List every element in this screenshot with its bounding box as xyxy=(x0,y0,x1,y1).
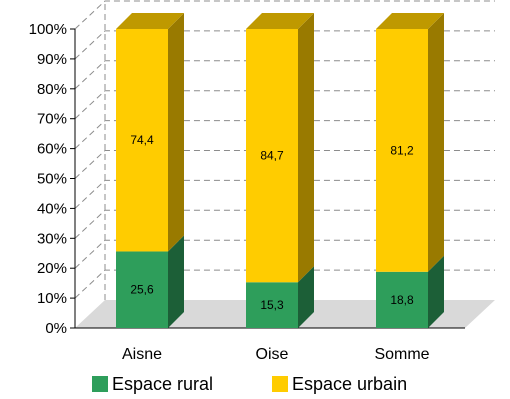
legend-label: Espace urbain xyxy=(292,374,407,394)
gridlines xyxy=(74,0,495,300)
bar-espace-rural-oise xyxy=(246,282,298,328)
bar-espace-rural-aisne xyxy=(116,251,168,328)
y-tick-label: 10% xyxy=(37,290,67,307)
y-tick-label: 70% xyxy=(37,111,67,128)
gridline xyxy=(74,179,495,209)
data-label: 81,2 xyxy=(390,143,414,157)
x-axis-categories: Aisne Oise Somme xyxy=(122,346,430,363)
gridline xyxy=(74,60,495,90)
gridline xyxy=(74,120,495,149)
category-label: Oise xyxy=(256,346,289,363)
gridline xyxy=(74,239,495,269)
y-tick-label: 90% xyxy=(37,51,67,68)
data-label: 15,3 xyxy=(260,298,284,312)
gridline xyxy=(74,269,495,299)
gridline xyxy=(74,150,495,179)
bar-top xyxy=(246,13,314,29)
bars xyxy=(116,13,444,328)
category-label: Somme xyxy=(374,346,429,363)
bar-espace-urbain-oise xyxy=(246,29,298,283)
legend-label: Espace rural xyxy=(112,374,213,394)
bar-espace-urbain-somme xyxy=(376,29,428,272)
bar-top xyxy=(116,13,184,29)
y-tick-label: 50% xyxy=(37,171,67,188)
y-tick-label: 60% xyxy=(37,141,67,158)
bar-espace-urbain-aisne xyxy=(116,29,168,252)
y-tick-label: 100% xyxy=(29,21,67,38)
bar-side xyxy=(168,13,184,252)
data-label: 74,4 xyxy=(130,133,154,147)
bar-side xyxy=(428,13,444,272)
bar-side xyxy=(298,266,314,328)
data-labels: 25,6 74,4 15,3 84,7 18,8 81,2 xyxy=(130,133,414,312)
gridline xyxy=(74,0,495,30)
data-label: 84,7 xyxy=(260,149,284,163)
y-tick-label: 20% xyxy=(37,260,67,277)
y-tick-label: 80% xyxy=(37,81,67,98)
data-label: 25,6 xyxy=(130,283,154,297)
gridline xyxy=(74,209,495,239)
gridline xyxy=(74,90,495,120)
y-tick-label: 40% xyxy=(37,200,67,217)
bar-side xyxy=(428,255,444,328)
bar-espace-rural-somme xyxy=(376,271,428,328)
legend-swatch xyxy=(92,376,108,392)
gridline xyxy=(74,30,495,60)
bar-top xyxy=(376,13,444,29)
bar-side xyxy=(168,235,184,328)
y-tick-label: 30% xyxy=(37,230,67,247)
legend-swatch xyxy=(272,376,288,392)
legend: Espace rural Espace urbain xyxy=(92,374,407,394)
y-tick-label: 0% xyxy=(45,320,67,337)
category-label: Aisne xyxy=(122,346,162,363)
bar-side xyxy=(298,13,314,283)
data-label: 18,8 xyxy=(390,293,414,307)
